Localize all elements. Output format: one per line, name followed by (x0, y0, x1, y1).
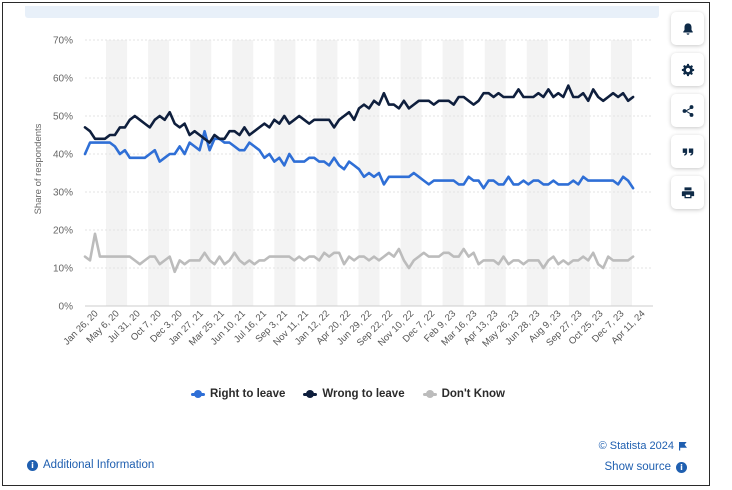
settings-button[interactable] (671, 53, 704, 86)
background-band (148, 40, 170, 306)
top-bar (25, 6, 659, 18)
legend-item-right-to-leave[interactable]: Right to leave (190, 388, 286, 400)
background-band (526, 40, 548, 306)
series-line-don-t-know[interactable] (83, 232, 635, 274)
y-tick-label: 50% (53, 112, 73, 123)
cite-button[interactable] (671, 135, 704, 168)
info-icon: i (27, 459, 38, 471)
legend-swatch (303, 390, 318, 398)
legend-label: Wrong to leave (322, 388, 405, 400)
y-tick-label: 20% (53, 226, 73, 237)
y-tick-label: 40% (53, 150, 73, 161)
gear-icon (681, 63, 694, 76)
info-icon: i (676, 461, 687, 473)
print-button[interactable] (671, 176, 704, 209)
grid-lines (85, 39, 653, 307)
legend-swatch (190, 390, 205, 398)
line-chart: 0% 10% 20% 30% 40% 50% 60% 70% Share of respond… (33, 36, 653, 349)
series-lines (83, 84, 635, 274)
y-axis-title: Share of respondents (33, 123, 44, 214)
show-source-label: Show source (604, 461, 671, 473)
show-source-link[interactable]: Show source i (605, 461, 687, 473)
quote-icon (682, 148, 693, 156)
notification-button[interactable] (671, 12, 704, 45)
background-band (316, 40, 338, 306)
y-tick-label: 60% (53, 74, 73, 85)
y-tick-label: 70% (53, 36, 73, 47)
background-band (400, 40, 422, 306)
share-icon (682, 104, 693, 117)
statista-credit[interactable]: © Statista 2024 (599, 440, 687, 452)
flag-icon (679, 441, 687, 451)
additional-information-label: Additional Information (43, 459, 155, 471)
y-tick-label: 0% (59, 302, 74, 313)
y-axis-tick-labels: 0% 10% 20% 30% 40% 50% 60% 70% (53, 36, 73, 313)
background-band (190, 40, 212, 306)
additional-information-link[interactable]: i Additional Information (27, 459, 154, 471)
background-band (106, 40, 128, 306)
background-band (274, 40, 296, 306)
share-button[interactable] (671, 94, 704, 127)
background-bands (106, 40, 632, 306)
bell-icon (682, 22, 693, 35)
legend-label: Right to leave (209, 388, 286, 400)
series-line-wrong-to-leave[interactable] (83, 84, 635, 144)
background-band (568, 40, 590, 306)
background-band (442, 40, 464, 306)
credit-label: © Statista 2024 (598, 440, 674, 452)
y-tick-label: 10% (53, 264, 73, 275)
chart-frame: 0% 10% 20% 30% 40% 50% 60% 70% Share of respond… (2, 2, 710, 486)
y-tick-label: 30% (53, 188, 73, 199)
background-band (232, 40, 254, 306)
legend-swatch (422, 390, 437, 398)
legend-item-wrong-to-leave[interactable]: Wrong to leave (303, 388, 405, 400)
legend-item-dont-know[interactable]: Don't Know (422, 388, 506, 400)
print-icon (681, 186, 694, 198)
background-band (610, 40, 632, 306)
chart-legend: Right to leave Wrong to leave Don't Know (3, 388, 693, 400)
background-band (484, 40, 506, 306)
series-line-right-to-leave[interactable] (83, 129, 635, 190)
legend-label: Don't Know (441, 388, 506, 400)
